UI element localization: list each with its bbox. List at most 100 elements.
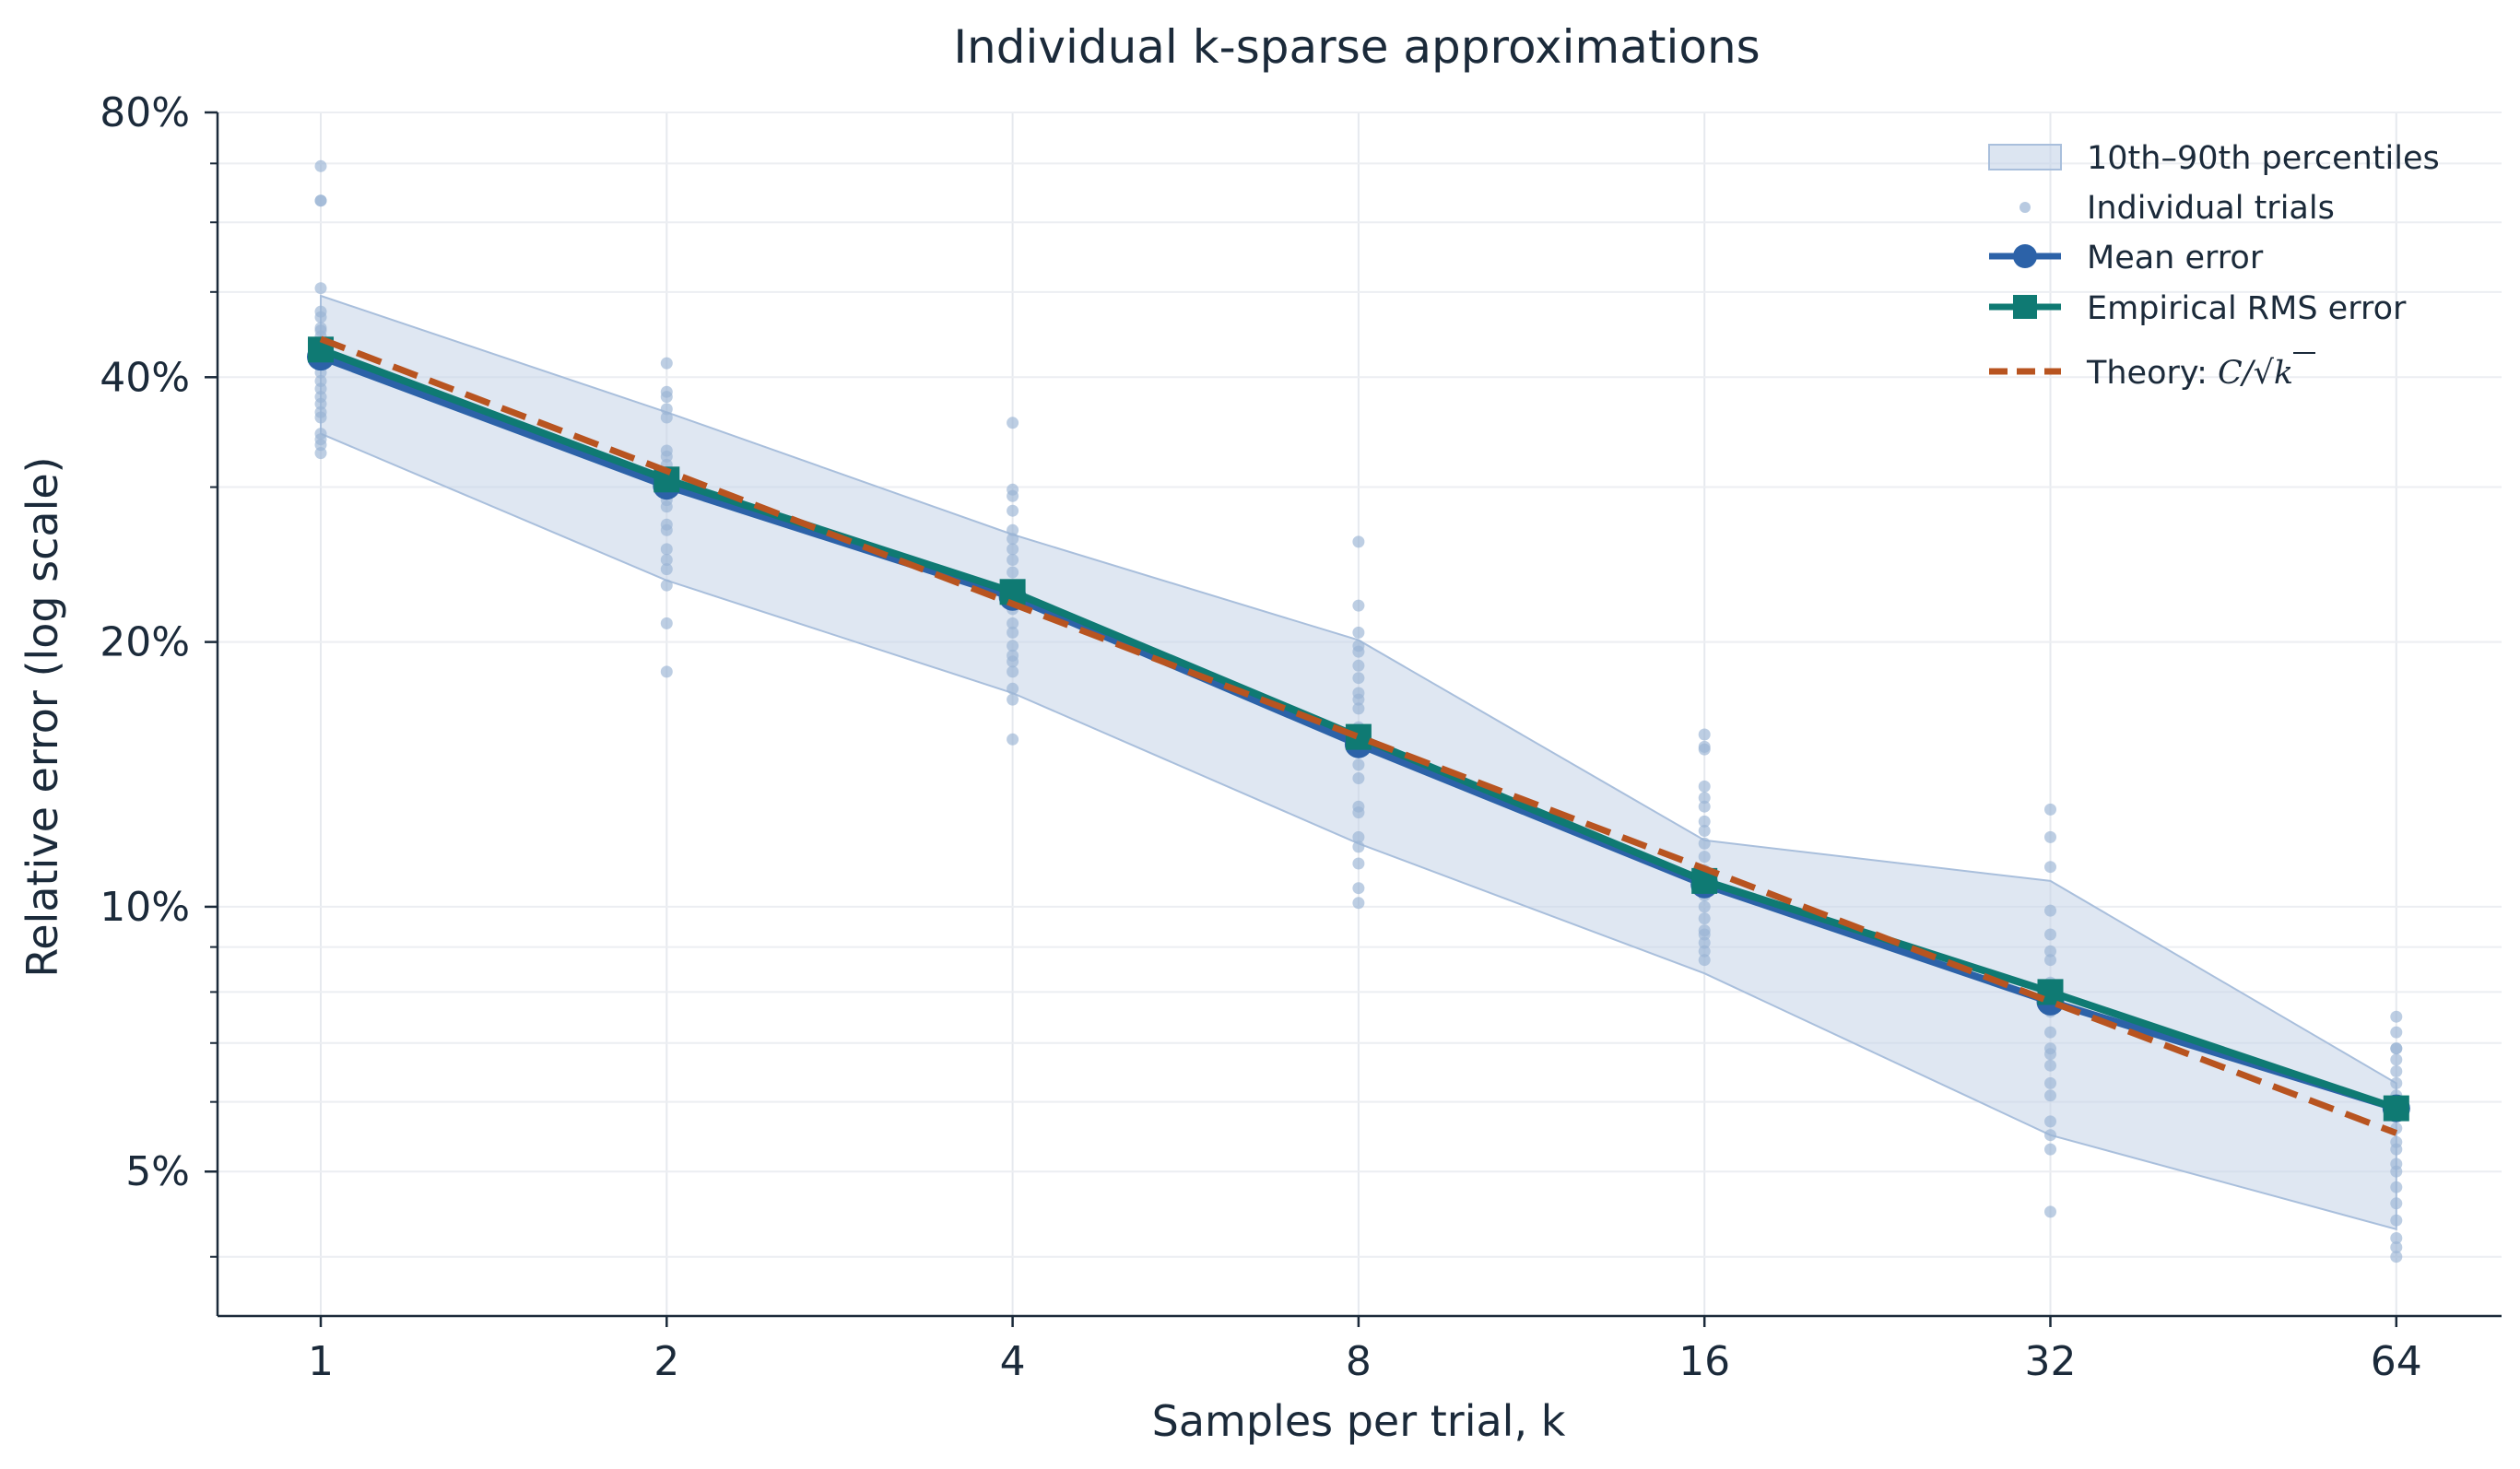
trial-point — [2044, 830, 2056, 843]
trial-point — [314, 159, 327, 172]
y-tick-label: 20% — [100, 619, 190, 666]
trial-point — [1698, 936, 1711, 949]
trial-point — [2044, 904, 2056, 917]
trial-point — [1698, 928, 1711, 941]
trial-point — [2044, 1205, 2056, 1218]
trial-point — [1352, 758, 1365, 771]
legend-rms-label: Empirical RMS error — [2087, 290, 2407, 327]
legend-trials-marker — [2020, 202, 2031, 213]
trial-point — [1352, 659, 1365, 672]
trial-point — [2390, 1181, 2403, 1193]
trial-point — [314, 411, 327, 424]
y-tick-label: 5% — [125, 1148, 190, 1195]
trial-point — [1352, 626, 1365, 639]
trial-point — [660, 523, 673, 536]
trial-point — [1352, 702, 1365, 715]
chart-title: Individual k-sparse approximations — [953, 20, 1760, 74]
trial-point — [2390, 1053, 2403, 1066]
trial-point — [2390, 1143, 2403, 1156]
y-axis-label: Relative error (log scale) — [18, 456, 67, 977]
trial-point — [1007, 617, 1019, 629]
trial-point — [1698, 780, 1711, 793]
trial-point — [2044, 1026, 2056, 1039]
trial-point — [2390, 1241, 2403, 1253]
trial-point — [2044, 803, 2056, 816]
trial-point — [2044, 1129, 2056, 1142]
trial-point — [1007, 655, 1019, 668]
trial-point — [660, 403, 673, 416]
trial-point — [1352, 672, 1365, 685]
x-tick-label: 32 — [2025, 1338, 2077, 1385]
legend-theory-k: k — [2274, 355, 2293, 392]
trial-point — [1698, 837, 1711, 850]
trial-point — [2390, 1065, 2403, 1077]
tick-labels: 1 2 4 8 16 32 64 5% 10% 20% 40% 80% — [100, 89, 2422, 1385]
trial-point — [2044, 1115, 2056, 1128]
trial-point — [1352, 857, 1365, 870]
series-lines — [307, 335, 2410, 1136]
trial-point — [660, 411, 673, 424]
trial-point — [1007, 640, 1019, 652]
y-tick-label: 80% — [100, 89, 190, 136]
trial-point — [660, 543, 673, 556]
trial-point — [1698, 945, 1711, 958]
trial-point — [1352, 897, 1365, 910]
trial-point — [660, 500, 673, 513]
trial-point — [2044, 861, 2056, 874]
trial-point — [314, 397, 327, 410]
trial-point — [1698, 792, 1711, 805]
trial-point — [1007, 693, 1019, 706]
trial-point — [1698, 912, 1711, 925]
trial-point — [1007, 626, 1019, 639]
trial-point — [1007, 733, 1019, 746]
legend: 10th–90th percentiles Individual trials … — [1988, 140, 2440, 392]
legend-mean-label: Mean error — [2087, 240, 2264, 276]
rms-error-point — [2383, 1095, 2409, 1122]
trial-point — [1007, 554, 1019, 566]
trial-points — [314, 159, 2403, 1263]
y-tick-label: 40% — [100, 354, 190, 401]
rms-error-point — [1345, 723, 1372, 750]
trial-point — [1007, 533, 1019, 546]
trial-point — [2044, 1048, 2056, 1061]
trial-point — [2044, 945, 2056, 958]
axes — [205, 111, 2502, 1327]
trial-point — [1007, 504, 1019, 517]
trial-point — [2044, 1089, 2056, 1102]
trial-point — [1007, 417, 1019, 429]
trial-point — [1698, 800, 1711, 813]
trial-point — [1007, 682, 1019, 695]
trial-point — [2044, 1143, 2056, 1156]
legend-rms-marker — [2013, 295, 2037, 319]
trial-point — [1007, 523, 1019, 536]
trial-point — [660, 554, 673, 566]
legend-trials-label: Individual trials — [2087, 190, 2335, 227]
legend-theory-label: Theory: C/√k — [2086, 355, 2293, 392]
trial-point — [1698, 743, 1711, 756]
legend-theory-sqrt: √ — [2254, 355, 2275, 392]
x-tick-label: 8 — [1346, 1338, 1372, 1385]
trial-point — [2044, 1076, 2056, 1089]
trial-point — [2390, 1076, 2403, 1089]
trial-point — [1352, 840, 1365, 853]
trial-point — [1698, 825, 1711, 837]
theory-line — [319, 335, 2398, 1136]
trial-point — [1352, 693, 1365, 706]
trial-point — [660, 391, 673, 404]
trial-point — [1007, 489, 1019, 502]
x-axis-label: Samples per trial, k — [1152, 1396, 1566, 1446]
trial-point — [314, 282, 327, 295]
trial-point — [2390, 1165, 2403, 1178]
x-tick-label: 2 — [654, 1338, 679, 1385]
trial-point — [660, 579, 673, 592]
legend-mean-marker — [2013, 244, 2037, 268]
x-tick-label: 1 — [308, 1338, 334, 1385]
trial-point — [1698, 954, 1711, 967]
trial-point — [1698, 728, 1711, 741]
trial-point — [2044, 954, 2056, 967]
legend-theory-formula: C/ — [2218, 355, 2256, 392]
trial-point — [660, 665, 673, 678]
trial-point — [1698, 900, 1711, 913]
x-tick-label: 16 — [1678, 1338, 1730, 1385]
